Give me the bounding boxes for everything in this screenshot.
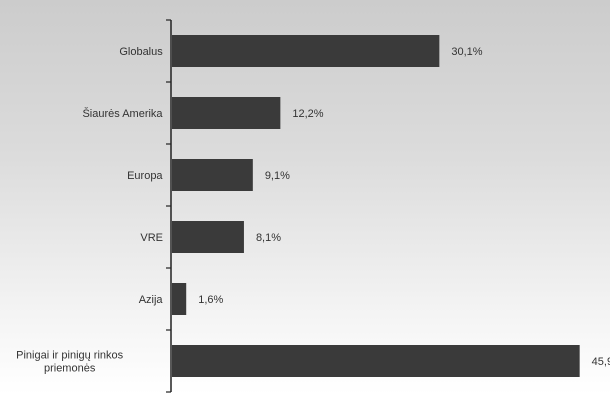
category-label-5: Pinigai ir pinigų rinkos priemonės [16, 350, 123, 375]
category-label-4: Azija [139, 294, 164, 306]
data-label-0: 30,1% [451, 46, 482, 58]
chart-marks: 30,1% Globalus 12,2% Šiaurės Amerika 9,1% Eur… [16, 19, 610, 393]
data-label-1: 12,2% [292, 108, 323, 120]
bar-1 [172, 97, 281, 129]
data-label-4: 1,6% [198, 294, 223, 306]
data-label-2: 9,1% [265, 170, 290, 182]
data-label-3: 8,1% [256, 232, 281, 244]
bar-3 [172, 221, 244, 253]
bar-2 [172, 159, 253, 191]
category-label-2: Europa [127, 170, 163, 182]
bar-0 [172, 35, 440, 67]
bar-5 [172, 345, 580, 377]
bar-4 [172, 283, 187, 315]
category-label-0: Globalus [119, 46, 163, 58]
category-label-3: VRE [140, 232, 163, 244]
category-label-1: Šiaurės Amerika [82, 107, 163, 120]
data-label-5: 45,9% [592, 356, 610, 368]
